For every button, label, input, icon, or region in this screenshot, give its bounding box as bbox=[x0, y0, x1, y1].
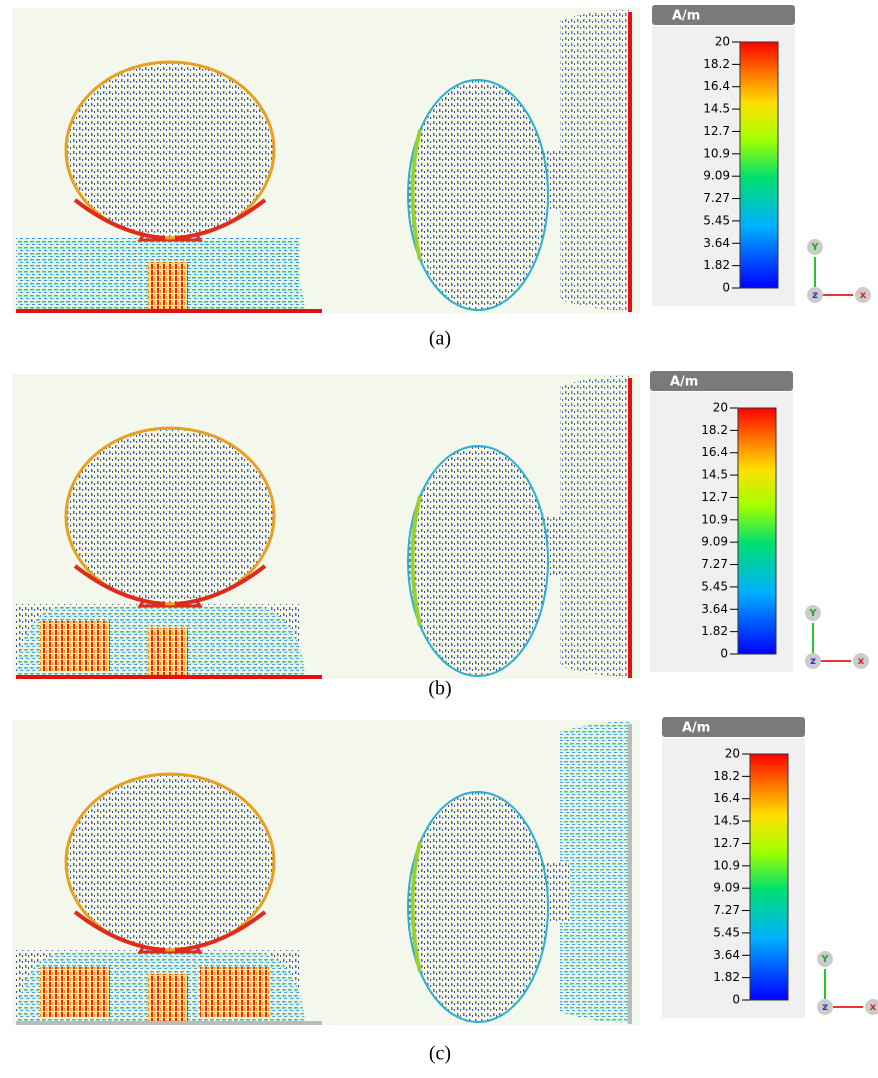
panel: A/m 20 18.2 16.4 14.5 12.7 10.9 9.09 7.27 5.45 3.6… bbox=[12, 371, 869, 679]
caption: (c) bbox=[429, 1043, 451, 1065]
scale-label: 9.09 bbox=[703, 169, 730, 183]
scale-label: 20 bbox=[713, 401, 728, 415]
color-scale bbox=[750, 754, 788, 1000]
scale-label: 18.2 bbox=[701, 423, 728, 437]
scale-label: 10.9 bbox=[713, 858, 740, 872]
axis-label: x bbox=[870, 1002, 877, 1013]
scale-label: 7.27 bbox=[713, 903, 740, 917]
scale-label: 5.45 bbox=[713, 925, 740, 939]
patch bbox=[66, 62, 274, 238]
unit-label: A/m bbox=[672, 9, 700, 24]
axis-label: z bbox=[810, 656, 816, 667]
scale-label: 18.2 bbox=[713, 769, 740, 783]
scale-label: 18.2 bbox=[703, 57, 730, 71]
scale-label: 7.27 bbox=[703, 191, 730, 205]
scale-label: 12.7 bbox=[703, 124, 730, 138]
scale-label: 9.09 bbox=[701, 535, 728, 549]
figure: A/m 20 18.2 16.4 14.5 12.7 10.9 9.09 7.27 5.45 3.6… bbox=[0, 0, 878, 1078]
scale-label: 16.4 bbox=[701, 445, 728, 459]
scale-label: 3.64 bbox=[701, 602, 728, 616]
scale-label: 5.45 bbox=[701, 579, 728, 593]
scale-label: 1.82 bbox=[703, 258, 730, 272]
scale-label: 20 bbox=[715, 35, 730, 49]
feed bbox=[148, 628, 188, 678]
scale-label: 10.9 bbox=[703, 146, 730, 160]
axis-label: z bbox=[812, 290, 818, 301]
scale-label: 10.9 bbox=[701, 512, 728, 526]
scale-label: 7.27 bbox=[701, 557, 728, 571]
feed bbox=[148, 974, 188, 1024]
axis-label: x bbox=[860, 290, 867, 301]
patch-side bbox=[408, 446, 548, 676]
axis-label: Y bbox=[820, 954, 829, 965]
scale-label: 14.5 bbox=[703, 102, 730, 116]
patch-side bbox=[408, 80, 548, 310]
scale-label: 3.64 bbox=[713, 948, 740, 962]
patch bbox=[66, 774, 274, 950]
caption: (b) bbox=[428, 678, 451, 700]
scale-label: 20 bbox=[725, 747, 740, 761]
scale-label: 12.7 bbox=[701, 490, 728, 504]
axis-label: Y bbox=[808, 608, 817, 619]
panel: A/m 20 18.2 16.4 14.5 12.7 10.9 9.09 7.27 5.45 3.6… bbox=[12, 5, 871, 313]
axis-label: x bbox=[858, 656, 865, 667]
back-plate bbox=[560, 376, 630, 677]
scale-label: 1.82 bbox=[713, 970, 740, 984]
scale-label: 16.4 bbox=[713, 791, 740, 805]
scale-label: 14.5 bbox=[701, 468, 728, 482]
scale-label: 16.4 bbox=[703, 79, 730, 93]
caption: (a) bbox=[429, 328, 451, 350]
unit-label: A/m bbox=[670, 375, 698, 390]
scale-label: 14.5 bbox=[713, 814, 740, 828]
feed bbox=[148, 262, 188, 312]
patch bbox=[66, 428, 274, 604]
scale-label: 1.82 bbox=[701, 624, 728, 638]
scale-label: 5.45 bbox=[703, 213, 730, 227]
color-scale bbox=[740, 42, 778, 288]
back-plate bbox=[560, 722, 630, 1023]
panel: A/m 20 18.2 16.4 14.5 12.7 10.9 9.09 7.27 5.45 3.6… bbox=[12, 717, 878, 1025]
scale-label: 3.64 bbox=[703, 236, 730, 250]
hot-zone bbox=[40, 967, 110, 1017]
hot-zone bbox=[40, 621, 110, 671]
scale-label: 12.7 bbox=[713, 836, 740, 850]
axis-label: z bbox=[822, 1002, 828, 1013]
back-plate bbox=[560, 10, 630, 311]
hot-zone bbox=[200, 967, 270, 1017]
color-scale bbox=[738, 408, 776, 654]
unit-label: A/m bbox=[682, 721, 710, 736]
axis-label: Y bbox=[810, 242, 819, 253]
scale-label: 9.09 bbox=[713, 881, 740, 895]
scale-label: 0 bbox=[720, 647, 728, 661]
scale-label: 0 bbox=[722, 281, 730, 295]
scale-label: 0 bbox=[732, 993, 740, 1007]
patch-side bbox=[408, 792, 548, 1022]
